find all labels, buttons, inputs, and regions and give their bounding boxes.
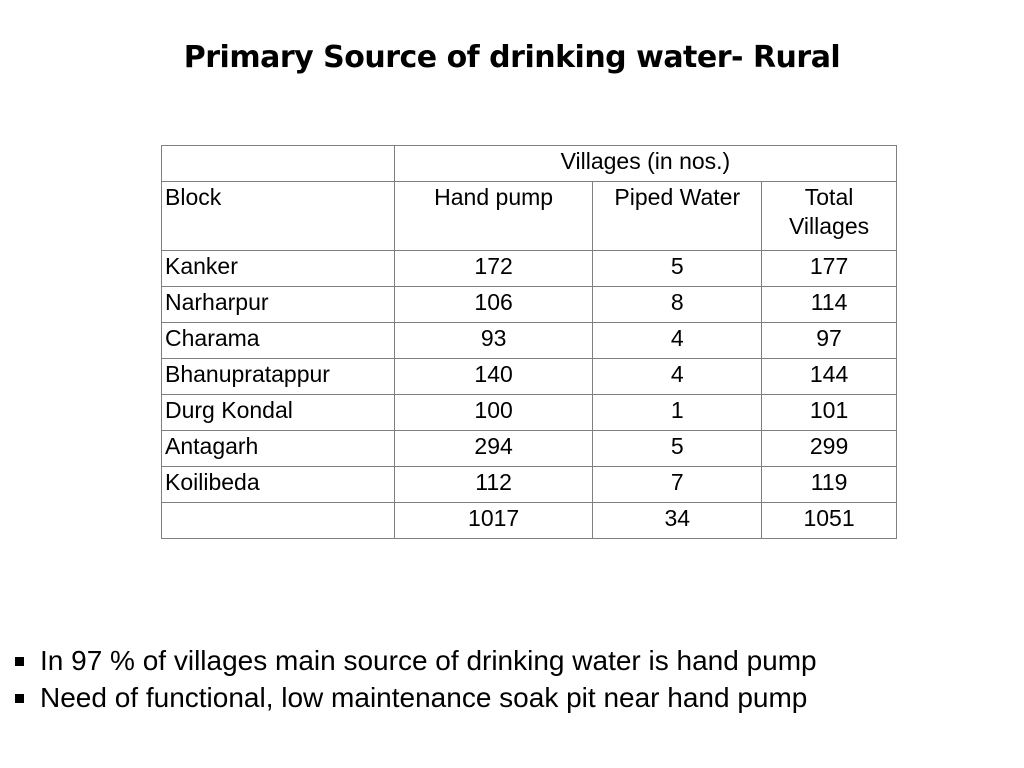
cell-hand-pump: 1017 [393, 502, 594, 539]
cell-block: Charama [161, 322, 395, 359]
column-header-hand-pump: Hand pump [393, 181, 594, 251]
cell-hand-pump: 93 [393, 322, 594, 359]
square-bullet-icon [15, 694, 24, 703]
table-group-header-row: Villages (in nos.) [161, 145, 898, 182]
table-group-header: Villages (in nos.) [393, 145, 898, 182]
column-header-total-villages: Total Villages [761, 181, 897, 251]
table-row: Antagarh 294 5 299 [161, 430, 897, 467]
cell-hand-pump: 140 [393, 358, 594, 395]
cell-total-villages: 97 [761, 322, 897, 359]
cell-block: Durg Kondal [161, 394, 395, 431]
table-row: Narharpur 106 8 114 [161, 286, 897, 323]
cell-piped-water: 7 [592, 466, 763, 503]
cell-hand-pump: 100 [393, 394, 594, 431]
table-totals-row: 1017 34 1051 [161, 502, 897, 539]
bullet-list: In 97 % of villages main source of drink… [12, 642, 817, 716]
cell-hand-pump: 294 [393, 430, 594, 467]
cell-hand-pump: 106 [393, 286, 594, 323]
table-row: Durg Kondal 100 1 101 [161, 394, 897, 431]
bullet-text: Need of functional, low maintenance soak… [40, 682, 808, 713]
cell-hand-pump: 112 [393, 466, 594, 503]
table-header-empty-cell [161, 145, 395, 182]
cell-total-villages: 1051 [761, 502, 897, 539]
cell-piped-water: 1 [592, 394, 763, 431]
slide-title: Primary Source of drinking water- Rural [183, 40, 841, 75]
water-source-table: Villages (in nos.) Block Hand pump Piped… [161, 145, 898, 539]
cell-block: Narharpur [161, 286, 395, 323]
cell-total-villages: 119 [761, 466, 897, 503]
cell-piped-water: 4 [592, 358, 763, 395]
bullet-item: In 97 % of villages main source of drink… [12, 642, 817, 679]
cell-total-villages: 144 [761, 358, 897, 395]
cell-block [161, 502, 395, 539]
cell-total-villages: 299 [761, 430, 897, 467]
cell-total-villages: 114 [761, 286, 897, 323]
bullet-text: In 97 % of villages main source of drink… [40, 645, 817, 676]
cell-total-villages: 177 [761, 250, 897, 287]
cell-piped-water: 5 [592, 250, 763, 287]
table-row: Bhanupratappur 140 4 144 [161, 358, 897, 395]
cell-block: Koilibeda [161, 466, 395, 503]
cell-piped-water: 5 [592, 430, 763, 467]
cell-piped-water: 4 [592, 322, 763, 359]
cell-total-villages: 101 [761, 394, 897, 431]
table-header-row: Block Hand pump Piped Water Total Villag… [161, 181, 897, 251]
bullet-item: Need of functional, low maintenance soak… [12, 679, 817, 716]
cell-piped-water: 8 [592, 286, 763, 323]
cell-hand-pump: 172 [393, 250, 594, 287]
table-row: Kanker 172 5 177 [161, 250, 897, 287]
table-row: Koilibeda 112 7 119 [161, 466, 897, 503]
column-header-block: Block [161, 181, 395, 251]
column-header-piped-water: Piped Water [592, 181, 763, 251]
cell-piped-water: 34 [592, 502, 763, 539]
table-row: Charama 93 4 97 [161, 322, 897, 359]
cell-block: Antagarh [161, 430, 395, 467]
cell-block: Bhanupratappur [161, 358, 395, 395]
square-bullet-icon [15, 657, 24, 666]
cell-block: Kanker [161, 250, 395, 287]
